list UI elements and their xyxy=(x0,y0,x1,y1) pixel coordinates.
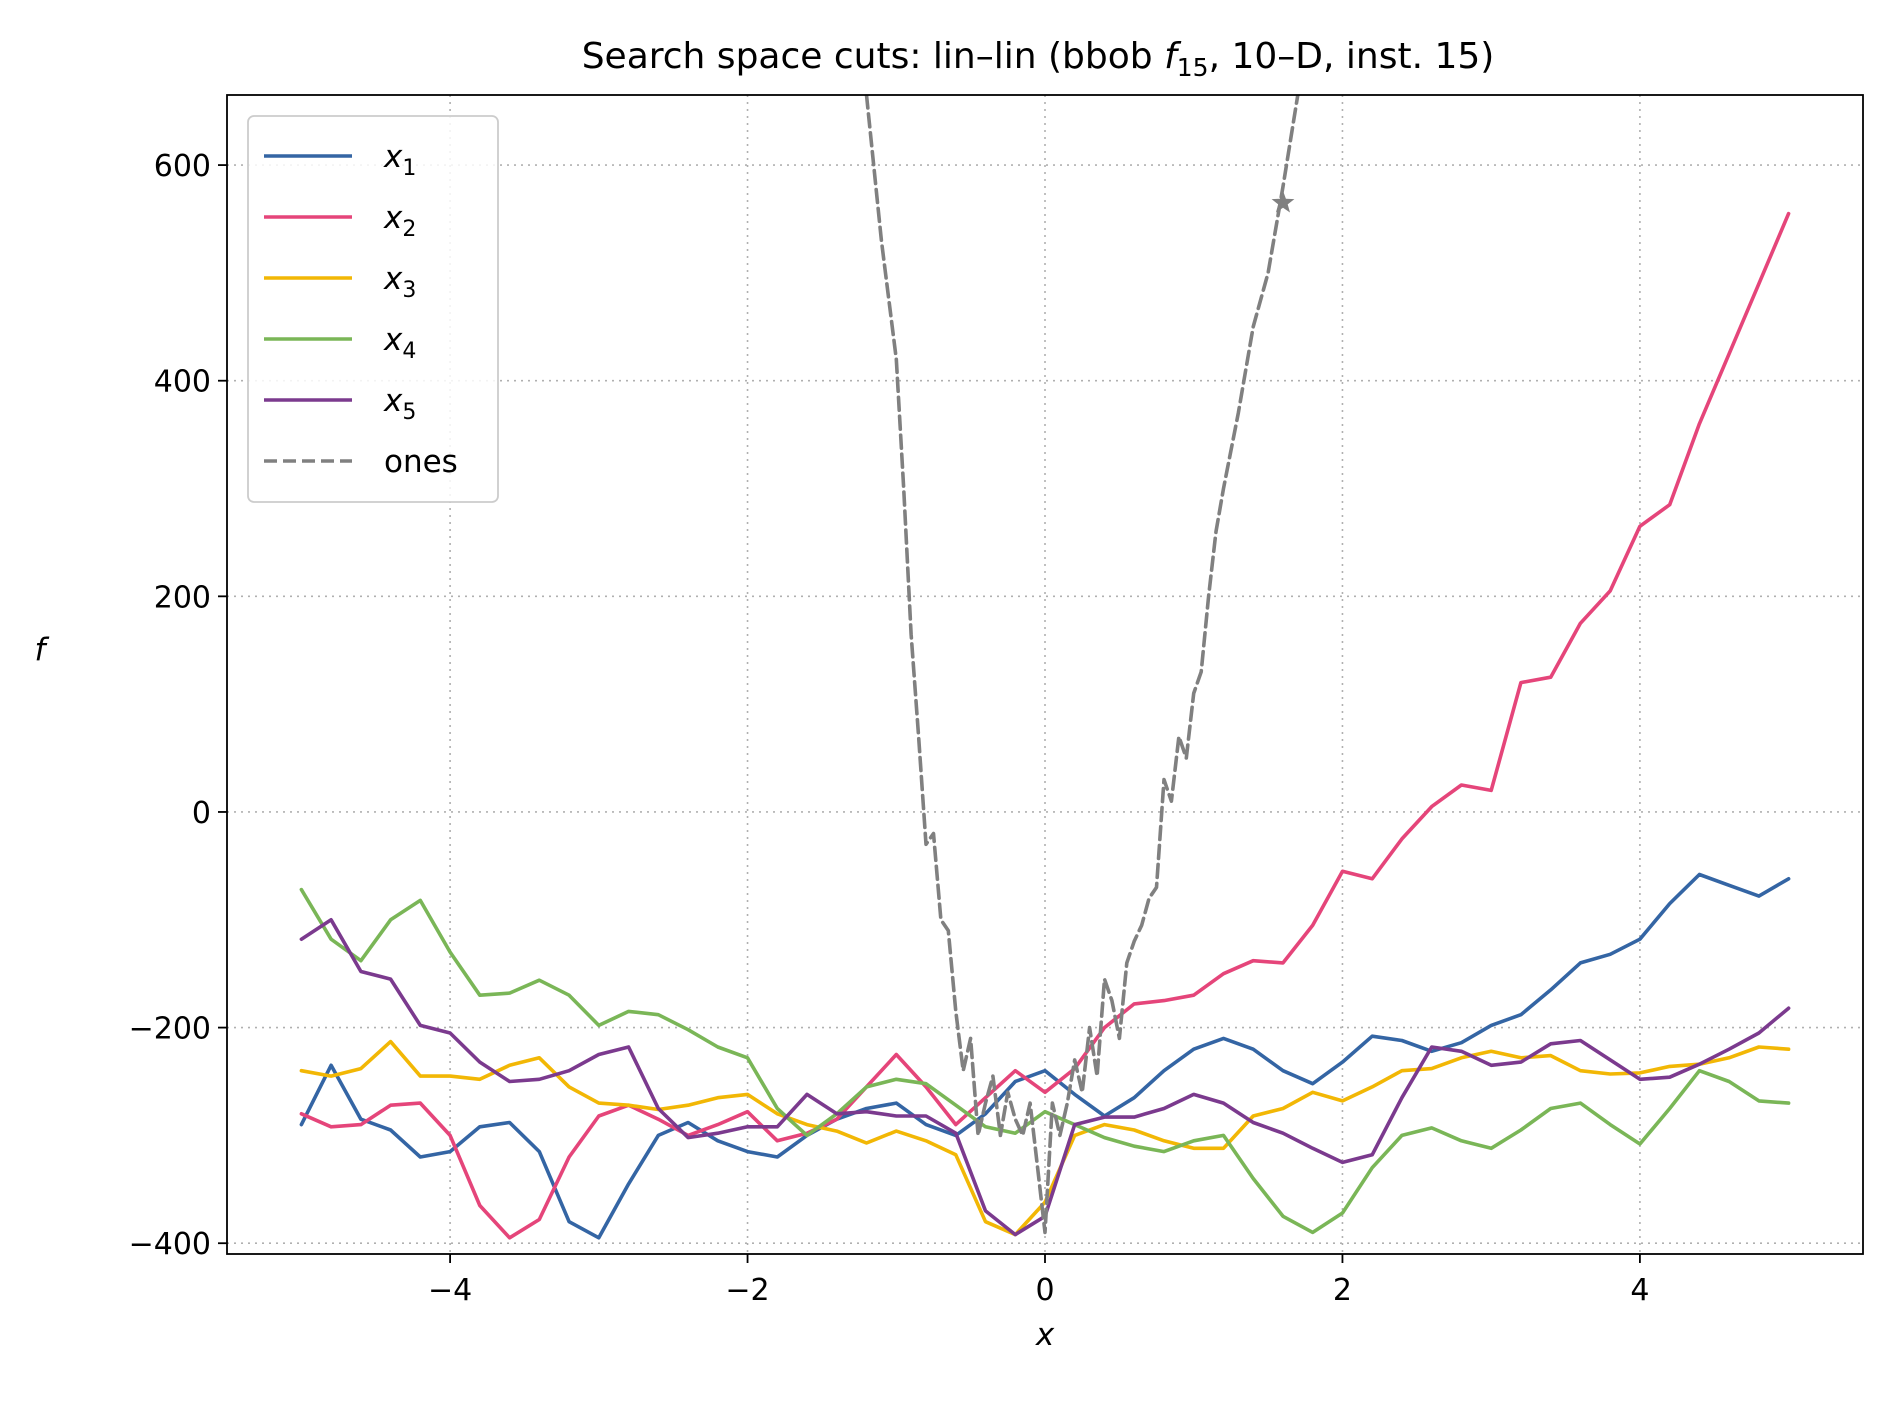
legend-label: x4 xyxy=(383,322,416,364)
x-axis-ticks: −4 −2 0 2 4 xyxy=(428,1254,1649,1308)
legend-label: x1 xyxy=(383,139,416,181)
x-tick-label: 4 xyxy=(1630,1273,1649,1308)
y-tick-label: 200 xyxy=(154,580,211,615)
legend-box xyxy=(247,115,499,503)
series-line-x1 xyxy=(299,872,1791,1240)
legend-label: ones xyxy=(384,444,458,480)
series-layer xyxy=(299,95,1791,1240)
x-tick-label: 2 xyxy=(1333,1273,1352,1308)
x-tick-label: −2 xyxy=(725,1273,769,1308)
y-tick-label: −400 xyxy=(129,1227,211,1262)
series-line-ones xyxy=(864,95,1300,1235)
legend-label: x5 xyxy=(383,383,416,425)
x-tick-label: −4 xyxy=(428,1273,472,1308)
legend-label: x2 xyxy=(383,200,416,242)
legend: x1 x2 x3 x4 x5 ones xyxy=(247,115,499,503)
x-tick-label: 0 xyxy=(1035,1273,1054,1308)
y-axis-ticks: −400 −200 0 200 400 600 xyxy=(129,149,227,1262)
series-line-x4 xyxy=(299,887,1791,1235)
y-tick-label: −200 xyxy=(129,1012,211,1047)
y-tick-label: 400 xyxy=(154,365,211,400)
x-axis-label: x xyxy=(1035,1317,1055,1353)
series-line-x2 xyxy=(299,211,1791,1240)
y-tick-label: 0 xyxy=(192,796,211,831)
star-marker xyxy=(1271,190,1295,213)
legend-label: x3 xyxy=(383,261,416,303)
chart-title: Search space cuts: lin–lin (bbob f15, 10… xyxy=(582,36,1495,82)
y-tick-label: 600 xyxy=(154,149,211,184)
